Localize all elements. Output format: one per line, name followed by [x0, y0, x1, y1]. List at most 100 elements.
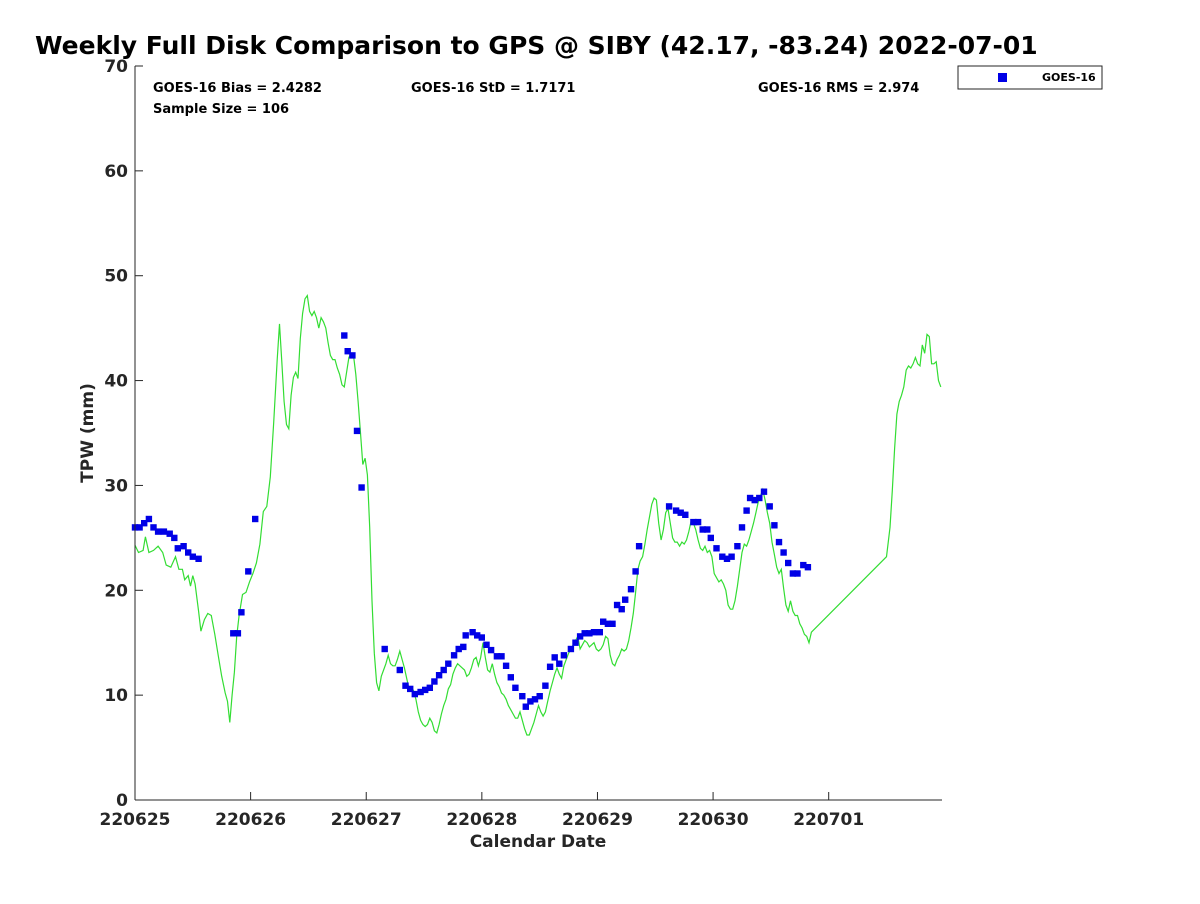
data-point	[746, 494, 754, 502]
x-tick-label: 220629	[562, 810, 633, 830]
data-point	[586, 630, 593, 637]
data-point	[794, 570, 801, 577]
data-point	[766, 503, 773, 510]
chart-title: Weekly Full Disk Comparison to GPS @ SIB…	[35, 31, 1038, 60]
data-point	[474, 632, 481, 639]
data-point	[407, 685, 414, 693]
data-point	[576, 633, 584, 640]
data-point	[344, 348, 351, 355]
axes-layer: 0 10 20 30 40 50 60 70 220625 220626 220627 220628 2…	[100, 57, 942, 830]
data-point	[672, 507, 680, 514]
x-tick-label: 220626	[215, 810, 286, 830]
data-point	[572, 639, 579, 646]
data-point	[738, 524, 746, 531]
data-point	[728, 553, 735, 560]
data-point	[780, 549, 787, 556]
x-tick-label: 220627	[331, 810, 402, 830]
data-point	[180, 543, 187, 550]
data-point	[677, 509, 684, 516]
data-point	[422, 686, 429, 694]
stat-sample-size: Sample Size = 106	[153, 102, 289, 117]
data-point	[751, 496, 758, 504]
data-point	[154, 528, 162, 535]
y-axis-label: TPW (mm)	[78, 383, 98, 483]
stat-rms: GOES-16 RMS = 2.974	[758, 81, 919, 96]
data-point	[445, 660, 452, 667]
y-tick-label: 10	[104, 686, 128, 706]
data-point	[358, 484, 365, 491]
x-tick-label: 220625	[100, 810, 171, 830]
data-point	[450, 652, 458, 659]
plot-layer	[131, 294, 942, 736]
data-point	[160, 528, 168, 535]
series-line-gps	[134, 294, 942, 736]
data-point	[596, 629, 603, 636]
data-point	[775, 538, 783, 546]
data-point	[353, 427, 361, 435]
data-point	[185, 549, 192, 556]
data-point	[402, 682, 409, 689]
data-point	[804, 564, 812, 571]
data-point	[166, 530, 173, 537]
data-point	[635, 543, 643, 550]
data-point	[694, 518, 702, 526]
y-tick-label: 70	[104, 57, 128, 77]
data-point	[426, 684, 433, 691]
data-point	[252, 515, 259, 523]
data-point	[531, 696, 539, 703]
data-point	[536, 693, 543, 700]
data-point	[527, 698, 534, 705]
data-point	[551, 654, 558, 661]
data-point	[483, 641, 490, 648]
data-point	[581, 630, 588, 637]
data-point	[719, 553, 726, 560]
data-point	[567, 645, 575, 653]
data-point	[723, 555, 731, 562]
data-point	[349, 352, 356, 359]
data-point	[136, 524, 143, 531]
data-point	[600, 618, 607, 625]
data-point	[604, 620, 612, 627]
data-point	[690, 518, 697, 526]
data-point	[560, 652, 568, 659]
data-point	[734, 543, 741, 550]
y-tick-label: 30	[104, 476, 128, 496]
data-point	[522, 703, 529, 710]
data-point	[460, 643, 467, 651]
data-point	[556, 660, 563, 667]
data-point	[682, 511, 689, 518]
data-point	[743, 507, 750, 514]
data-point	[431, 678, 438, 685]
data-point	[713, 545, 720, 552]
data-point	[632, 568, 639, 575]
data-point	[618, 606, 625, 613]
data-point	[381, 645, 388, 653]
data-point	[519, 693, 526, 700]
data-point	[542, 682, 549, 689]
y-tick-label: 40	[104, 372, 128, 392]
data-point	[785, 559, 792, 567]
data-point	[195, 555, 202, 562]
data-point	[760, 488, 768, 495]
data-point	[435, 672, 443, 679]
data-point	[704, 526, 711, 533]
data-point	[546, 663, 554, 670]
data-point	[756, 494, 763, 502]
data-point	[493, 653, 501, 660]
stat-std: GOES-16 StD = 1.7171	[411, 81, 575, 96]
legend: GOES-16	[957, 65, 1103, 90]
data-point	[665, 503, 673, 510]
data-point	[622, 596, 629, 603]
data-point	[150, 524, 157, 531]
data-point	[487, 646, 495, 654]
data-point	[341, 332, 348, 339]
data-point	[771, 522, 778, 529]
data-point	[245, 568, 252, 575]
data-point	[590, 629, 598, 636]
data-point	[789, 570, 797, 577]
data-point	[627, 586, 635, 593]
data-point	[512, 684, 519, 691]
data-point	[609, 620, 616, 627]
